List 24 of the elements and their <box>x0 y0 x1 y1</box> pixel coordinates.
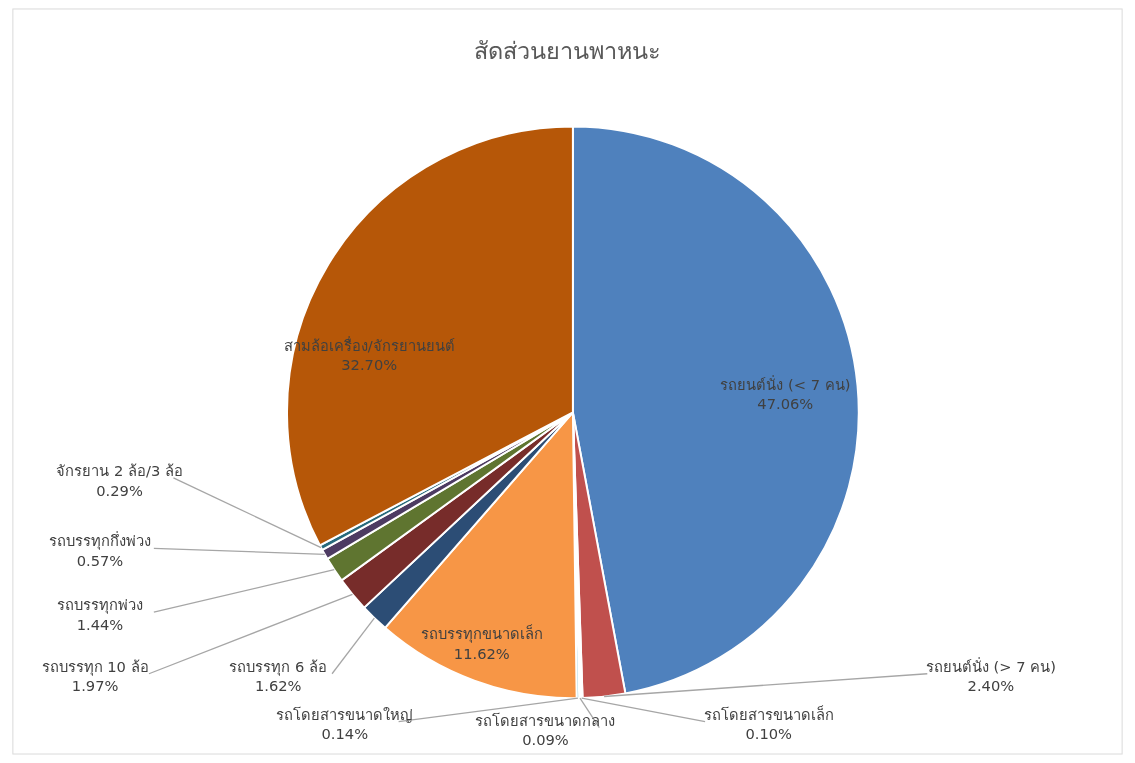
slice-label: รถยนต์นั่ง (< 7 คน) <box>720 374 851 393</box>
data-label: 0.09% <box>522 731 569 749</box>
data-label: 47.06% <box>757 395 814 413</box>
slice-label: รถยนต์นั่ง (> 7 คน) <box>925 656 1056 675</box>
slice-label: รถบรรทุก 10 ล้อ <box>41 657 149 676</box>
slice-label: จักรยาน 2 ล้อ/3 ล้อ <box>56 461 183 479</box>
data-label: 0.57% <box>76 552 124 570</box>
data-label: 0.14% <box>321 725 369 743</box>
chart-title: สัดส่วนยานพาหนะ <box>474 36 661 65</box>
slice-label: รถโดยสารขนาดเล็ก <box>703 704 834 723</box>
data-label: 32.70% <box>341 356 398 374</box>
slice-label: รถบรรทุกขนาดเล็ก <box>420 624 543 644</box>
slice-label: รถบรรทุก 6 ล้อ <box>229 657 328 676</box>
slice-label: รถโดยสารขนาดกลาง <box>475 711 616 729</box>
data-label: 1.97% <box>71 677 119 695</box>
data-label: 0.10% <box>745 725 793 743</box>
data-label: 1.62% <box>254 677 302 695</box>
data-label: 0.29% <box>96 481 143 499</box>
data-label: 1.44% <box>76 615 124 633</box>
data-label: 2.40% <box>967 677 1015 695</box>
slice-label: รถโดยสารขนาดใหญ่ <box>276 705 414 723</box>
slice-label: รถบรรทุกพ่วง <box>57 596 144 615</box>
data-label: 11.62% <box>453 645 510 663</box>
slice-label: รถบรรทุกกึ่งพ่วง <box>49 531 152 551</box>
